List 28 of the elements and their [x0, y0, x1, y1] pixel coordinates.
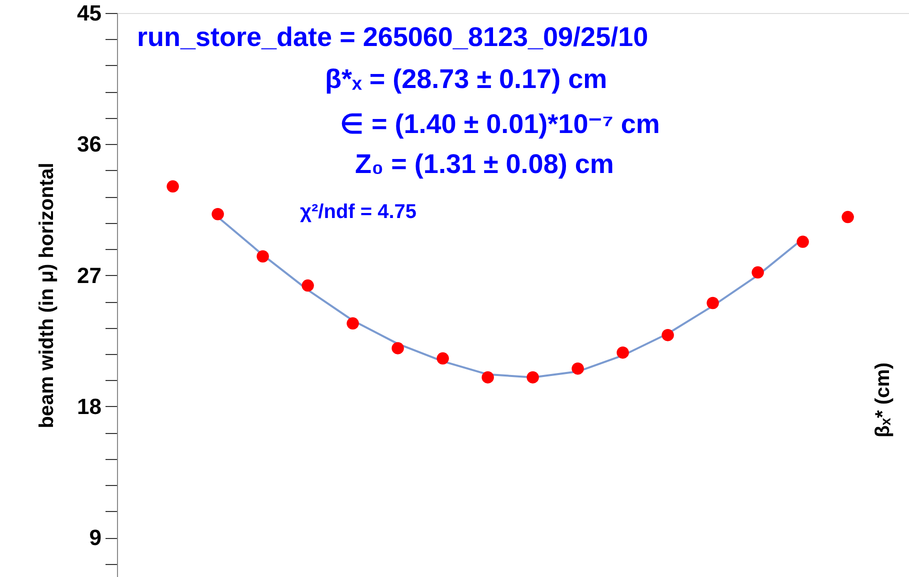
annotation: Z₀ = (1.31 ± 0.08) cm — [355, 149, 614, 179]
point — [212, 208, 224, 220]
point — [346, 317, 359, 330]
point — [436, 352, 449, 365]
y-axis-title: beam width (in μ) horizontal — [36, 162, 58, 428]
point — [796, 236, 809, 248]
y-tick-label: 36 — [77, 132, 102, 157]
annotation: βₓ* (cm) — [872, 362, 894, 438]
annotation: χ²/ndf = 4.75 — [300, 201, 417, 223]
y-tick-label: 27 — [77, 262, 102, 288]
point — [706, 296, 719, 310]
point — [752, 266, 764, 279]
point — [302, 279, 314, 292]
point — [572, 362, 584, 375]
annotation: β*ₓ = (28.73 ± 0.17) cm — [325, 64, 608, 94]
point — [662, 328, 674, 342]
point — [842, 210, 854, 224]
point — [616, 346, 629, 359]
y-tick-label: 45 — [77, 0, 102, 26]
y-tick-label: 9 — [89, 525, 102, 550]
point — [526, 371, 539, 384]
point — [256, 250, 269, 262]
point — [166, 180, 179, 193]
y-tick-label: 18 — [77, 394, 102, 419]
point — [392, 342, 404, 354]
annotation: ∈ = (1.40 ± 0.01)*10⁻⁷ cm — [340, 109, 660, 139]
point — [482, 371, 494, 384]
annotation: run_store_date = 265060_8123_09/25/10 — [137, 22, 648, 52]
